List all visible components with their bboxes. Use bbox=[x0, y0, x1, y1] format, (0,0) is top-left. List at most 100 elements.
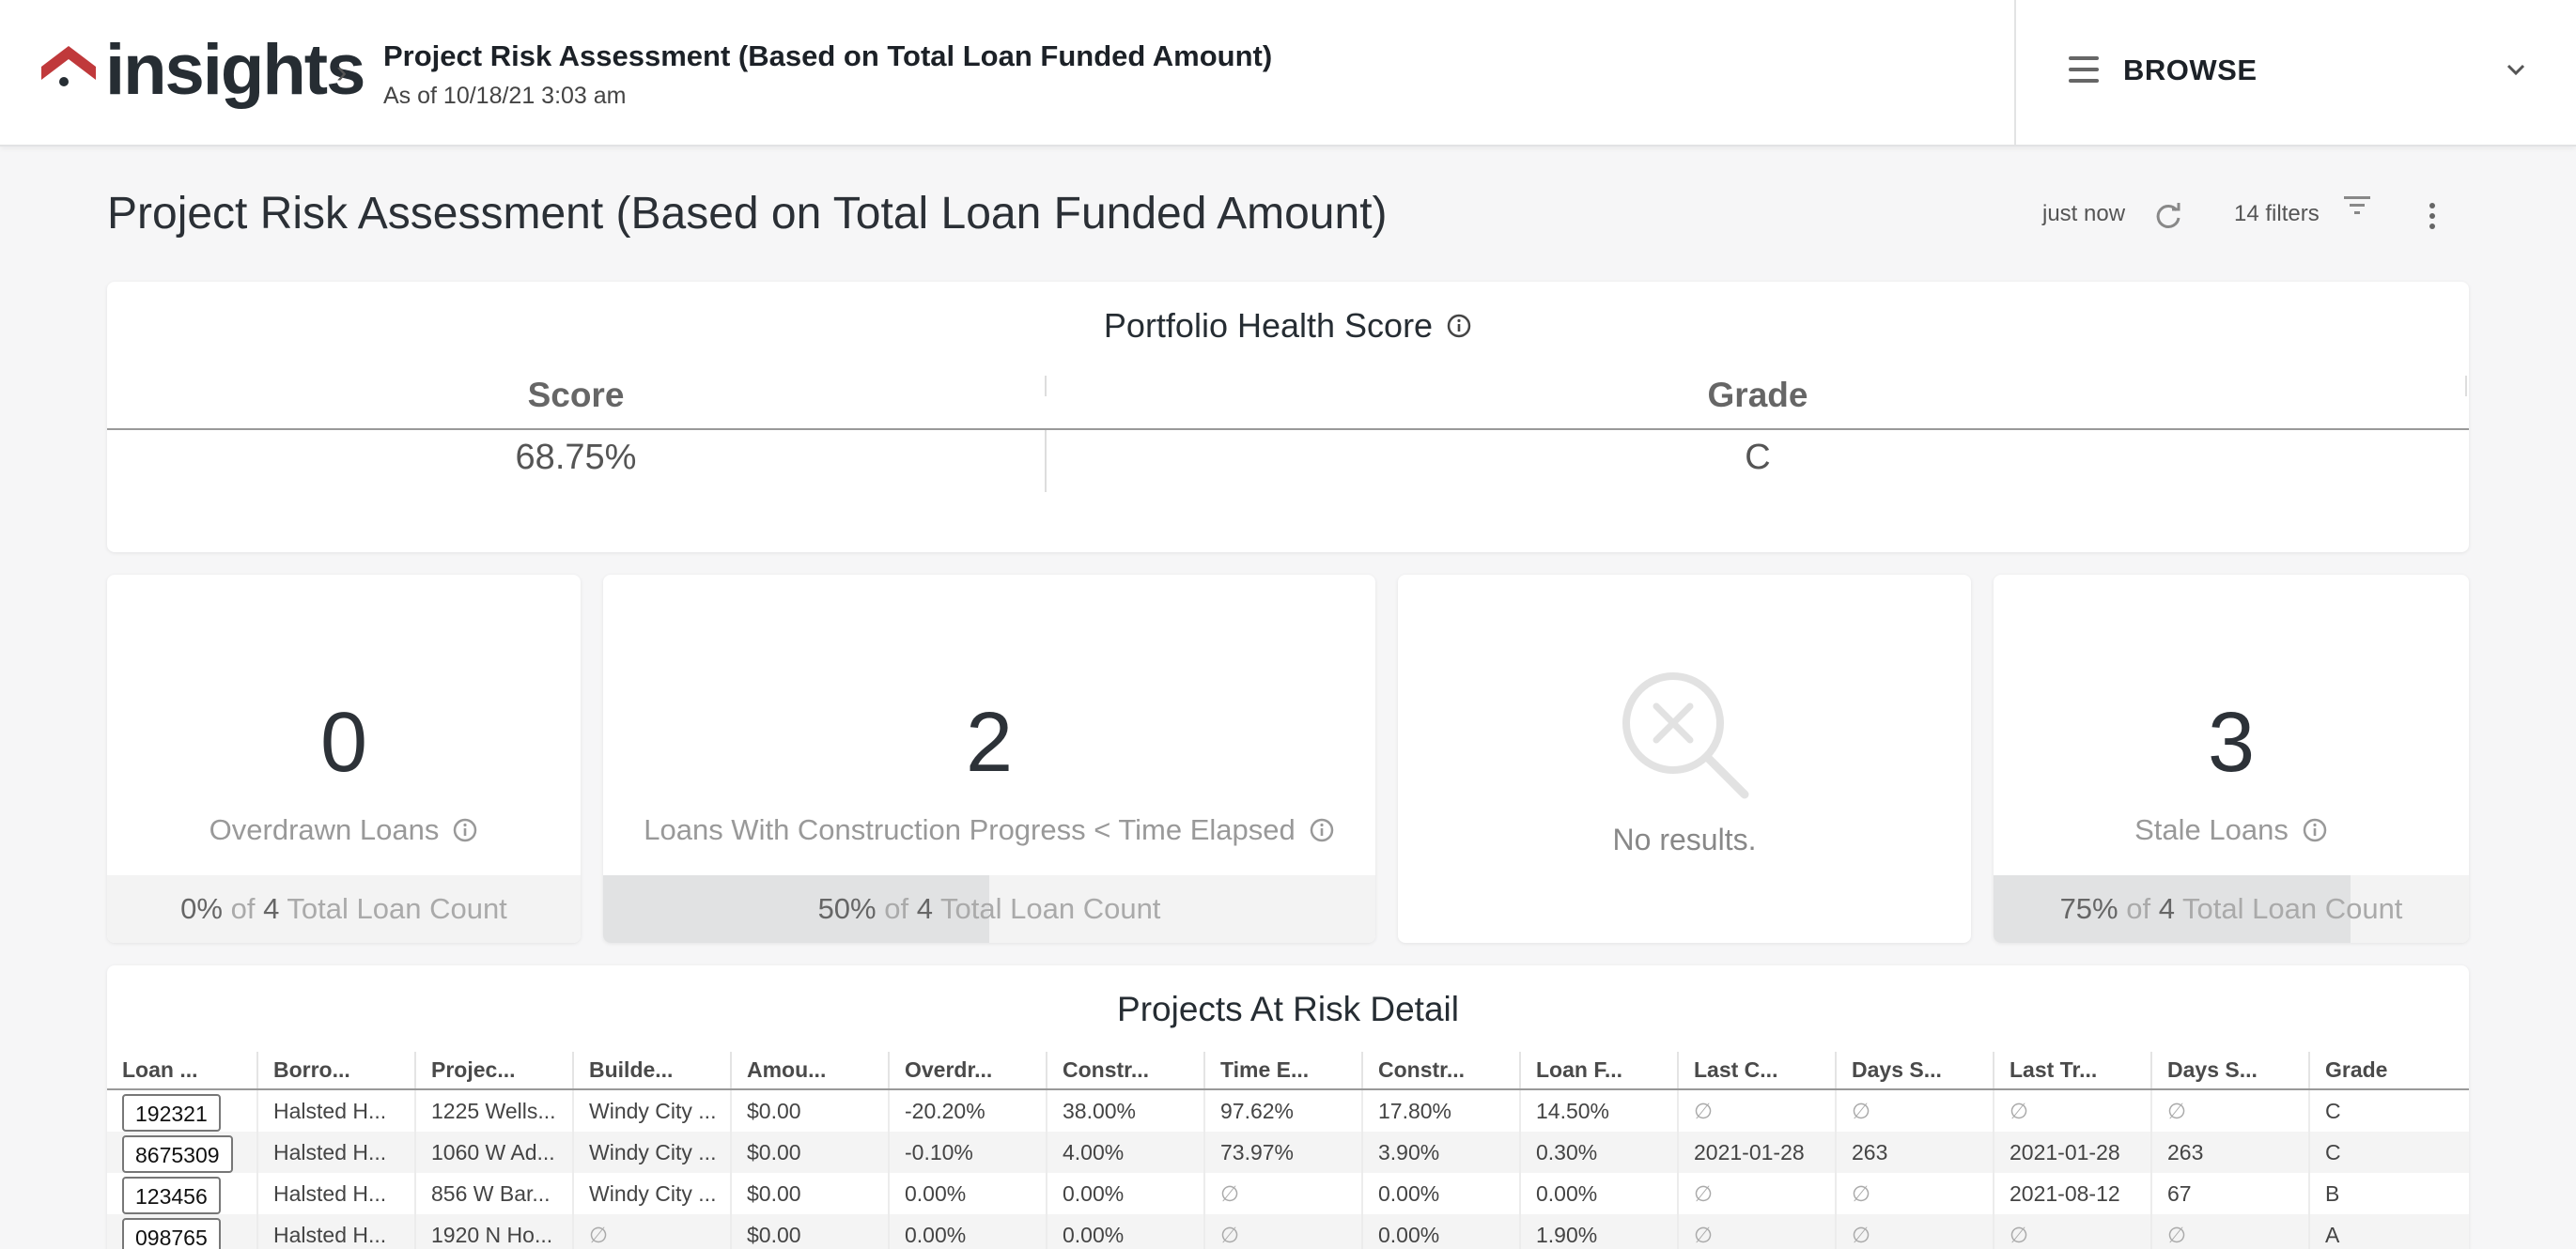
filters-count-button[interactable]: 14 filters bbox=[2234, 201, 2320, 226]
table-row[interactable]: 098765 Halsted H... 1920 N Ho... ∅ $0.00 0.00… bbox=[107, 1214, 2469, 1249]
kpi-footer: 0% of 4 Total Loan Count bbox=[107, 875, 581, 943]
more-vert-icon[interactable] bbox=[2422, 203, 2443, 233]
kpi-footer: 50% of 4 Total Loan Count bbox=[603, 875, 1375, 943]
table-cell: -0.10% bbox=[888, 1132, 1047, 1173]
table-cell: Windy City ... bbox=[572, 1089, 731, 1132]
table-cell: 1920 N Ho... bbox=[414, 1214, 573, 1249]
table-cell: 17.80% bbox=[1361, 1089, 1520, 1132]
table-cell: $0.00 bbox=[730, 1132, 889, 1173]
column-header[interactable]: Overdr... bbox=[888, 1052, 1047, 1090]
table-cell: 2021-01-28 bbox=[1993, 1132, 2151, 1173]
table-cell: $0.00 bbox=[730, 1173, 889, 1214]
kpi-value: 0 bbox=[319, 696, 368, 790]
health-title: Portfolio Health Score bbox=[107, 306, 2469, 346]
column-header[interactable]: Last C... bbox=[1677, 1052, 1836, 1090]
loan-number-button[interactable]: 123456 bbox=[122, 1177, 221, 1214]
kpi-label: Stale Loans bbox=[1994, 813, 2469, 847]
table-cell: Halsted H... bbox=[256, 1173, 415, 1214]
table-cell: 1.90% bbox=[1519, 1214, 1678, 1249]
column-header[interactable]: Amou... bbox=[730, 1052, 889, 1090]
table-cell: ∅ bbox=[1203, 1214, 1362, 1249]
kpi-footer-text: 50% of 4 Total Loan Count bbox=[817, 892, 1161, 925]
column-header[interactable]: Constr... bbox=[1046, 1052, 1204, 1090]
insights-logo[interactable]: insights bbox=[38, 28, 365, 113]
loan-number-button[interactable]: 192321 bbox=[122, 1094, 221, 1132]
table-cell: 1225 Wells... bbox=[414, 1089, 573, 1132]
filter-icon[interactable] bbox=[2343, 193, 2371, 218]
column-header[interactable]: Constr... bbox=[1361, 1052, 1520, 1090]
kpi-footer-text: 0% of 4 Total Loan Count bbox=[180, 892, 507, 925]
chevron-right-icon: › bbox=[336, 54, 348, 90]
column-header[interactable]: Loan F... bbox=[1519, 1052, 1678, 1090]
table-cell: 4.00% bbox=[1046, 1132, 1204, 1173]
column-header[interactable]: Last Tr... bbox=[1993, 1052, 2151, 1090]
loan-number-cell: 192321 bbox=[107, 1089, 257, 1132]
table-cell: 2021-08-12 bbox=[1993, 1173, 2151, 1214]
table-cell: 0.00% bbox=[1361, 1173, 1520, 1214]
table-cell: 3.90% bbox=[1361, 1132, 1520, 1173]
table-cell: -20.20% bbox=[888, 1089, 1047, 1132]
table-cell: C bbox=[2308, 1132, 2469, 1173]
table-cell: 856 W Bar... bbox=[414, 1173, 573, 1214]
score-header: Score bbox=[527, 376, 625, 414]
header-subtitle: As of 10/18/21 3:03 am bbox=[383, 83, 627, 109]
table-cell: $0.00 bbox=[730, 1089, 889, 1132]
top-header: insights › Project Risk Assessment (Base… bbox=[0, 0, 2576, 146]
score-value: 68.75% bbox=[515, 438, 637, 477]
table-cell: ∅ bbox=[1993, 1089, 2151, 1132]
info-icon[interactable] bbox=[452, 817, 478, 843]
table-cell: ∅ bbox=[1203, 1173, 1362, 1214]
table-cell: A bbox=[2308, 1214, 2469, 1249]
no-results-text: No results. bbox=[1612, 823, 1757, 856]
page-title: Project Risk Assessment (Based on Total … bbox=[107, 189, 1388, 239]
column-header[interactable]: Grade bbox=[2308, 1052, 2469, 1090]
refresh-icon[interactable] bbox=[2153, 201, 2183, 231]
column-header[interactable]: Time E... bbox=[1203, 1052, 1362, 1090]
table-cell: Windy City ... bbox=[572, 1173, 731, 1214]
column-header[interactable]: Borro... bbox=[256, 1052, 415, 1090]
table-cell: Halsted H... bbox=[256, 1214, 415, 1249]
loan-number-cell: 123456 bbox=[107, 1173, 257, 1214]
table-cell: 0.00% bbox=[1361, 1214, 1520, 1249]
loan-number-button[interactable]: 098765 bbox=[122, 1218, 221, 1249]
table-cell: ∅ bbox=[1835, 1089, 1994, 1132]
logo-house-icon bbox=[41, 46, 96, 86]
loan-number-button[interactable]: 8675309 bbox=[122, 1135, 233, 1173]
column-header[interactable]: Projec... bbox=[414, 1052, 573, 1090]
kpi-footer: 75% of 4 Total Loan Count bbox=[1994, 875, 2469, 943]
table-cell: ∅ bbox=[572, 1214, 731, 1249]
kpi-label: Overdrawn Loans bbox=[107, 813, 581, 847]
table-cell: ∅ bbox=[2150, 1089, 2309, 1132]
column-header[interactable]: Builde... bbox=[572, 1052, 731, 1090]
table-cell: Halsted H... bbox=[256, 1132, 415, 1173]
table-cell: 38.00% bbox=[1046, 1089, 1204, 1132]
column-divider bbox=[1045, 376, 1047, 396]
table-cell: 0.00% bbox=[1046, 1173, 1204, 1214]
table-cell: ∅ bbox=[2150, 1214, 2309, 1249]
table-cell: Halsted H... bbox=[256, 1089, 415, 1132]
table-cell: 0.30% bbox=[1519, 1132, 1678, 1173]
table-cell: B bbox=[2308, 1173, 2469, 1214]
column-divider bbox=[1045, 430, 1047, 492]
loan-number-cell: 8675309 bbox=[107, 1132, 257, 1173]
kpi-progress-fill bbox=[1994, 875, 2351, 943]
info-icon[interactable] bbox=[1446, 313, 1472, 339]
kpi-value: 2 bbox=[965, 696, 1014, 790]
table-row[interactable]: 192321 Halsted H... 1225 Wells... Windy Cit… bbox=[107, 1089, 2469, 1132]
table-cell: ∅ bbox=[1993, 1214, 2151, 1249]
column-header[interactable]: Loan ... bbox=[107, 1052, 257, 1090]
table-row[interactable]: 8675309 Halsted H... 1060 W Ad... Windy Cit… bbox=[107, 1132, 2469, 1173]
browse-menu[interactable]: BROWSE bbox=[2014, 0, 2576, 146]
table-cell: ∅ bbox=[1835, 1214, 1994, 1249]
info-icon[interactable] bbox=[1309, 817, 1335, 843]
column-header[interactable]: Days S... bbox=[2150, 1052, 2309, 1090]
table-cell: ∅ bbox=[1677, 1173, 1836, 1214]
table-row[interactable]: 123456 Halsted H... 856 W Bar... Windy City… bbox=[107, 1173, 2469, 1214]
column-header[interactable]: Days S... bbox=[1835, 1052, 1994, 1090]
detail-title: Projects At Risk Detail bbox=[1117, 990, 1459, 1028]
table-header-row: Loan ... Borro... Projec... Builde... Amou..… bbox=[107, 1052, 2469, 1090]
info-icon[interactable] bbox=[2302, 817, 2328, 843]
overdrawn-loans-card: 0 Overdrawn Loans 0% of 4 Total Loan Cou… bbox=[107, 575, 581, 943]
table-cell: 263 bbox=[1835, 1132, 1994, 1173]
header-title: Project Risk Assessment (Based on Total … bbox=[383, 39, 1273, 72]
